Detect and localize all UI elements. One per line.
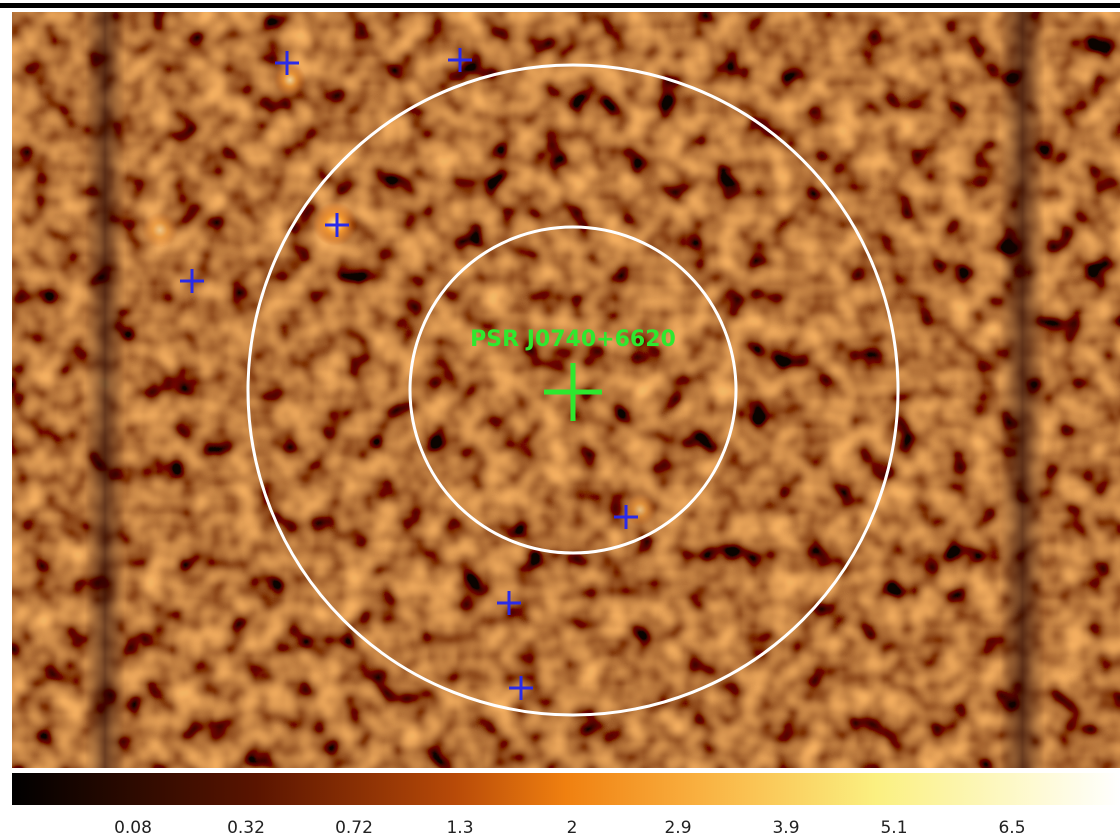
pulsar-label: PSR J0740+6620	[470, 327, 676, 352]
top-bar	[0, 3, 1120, 8]
colorbar-tick-label: 0.08	[114, 818, 152, 838]
colorbar-tick-label: 0.32	[227, 818, 265, 838]
colorbar-tick-label: 5.1	[880, 818, 907, 838]
colorbar-ticks: 0.08 0.32 0.72 1.3 2 2.9 3.9 5.1 6.5	[114, 818, 1025, 838]
colorbar-tick-label: 2	[567, 818, 578, 838]
colorbar-tick-label: 6.5	[998, 818, 1025, 838]
colorbar-tick-label: 1.3	[446, 818, 473, 838]
colorbar-tick-label: 2.9	[664, 818, 691, 838]
colorbar-tick-label: 3.9	[772, 818, 799, 838]
colorbar-tick-label: 0.72	[335, 818, 373, 838]
ds9-view: PSR J0740+6620 0.08 0.32 0.72 1.3 2 2.9 3.9 5.1…	[0, 0, 1120, 839]
colorbar	[12, 773, 1120, 805]
